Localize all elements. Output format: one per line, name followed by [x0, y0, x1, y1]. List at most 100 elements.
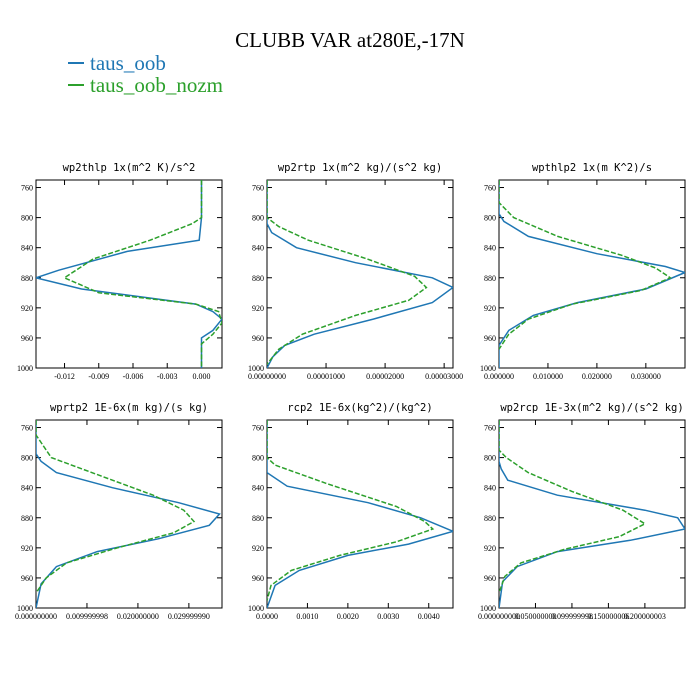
series-line-taus-oob — [36, 420, 221, 608]
series-line-taus-oob-nozm — [36, 420, 196, 594]
y-tick-label: 760 — [252, 184, 264, 193]
x-tick-label: -0.003 — [157, 372, 178, 381]
x-tick-label: 0.020000000 — [117, 612, 159, 621]
y-tick-label: 760 — [21, 184, 33, 193]
y-tick-label: 960 — [252, 334, 264, 343]
plot-frame — [498, 179, 686, 369]
x-tick-label: 0.0020 — [337, 612, 359, 621]
x-tick-label: 0.000000000 — [478, 612, 520, 621]
panel-title: wprtp2 1E-6x(m kg)/(s kg) — [50, 402, 208, 414]
y-tick-label: 960 — [21, 334, 33, 343]
x-tick-label: 0.009999998 — [66, 612, 108, 621]
x-tick-label: 0.010000 — [533, 372, 563, 381]
y-tick-label: 760 — [252, 424, 264, 433]
y-tick-label: 760 — [484, 424, 496, 433]
series-line-taus-oob-nozm — [267, 180, 428, 365]
x-tick-label: 0.150000006 — [587, 612, 629, 621]
x-tick-label: 0.000000 — [484, 372, 514, 381]
y-tick-label: 920 — [484, 304, 496, 313]
y-tick-label: 880 — [21, 274, 33, 283]
chart-panel-2: wp2rtp 1x(m^2 kg)/(s^2 kg) 760 800 840 880 92… — [248, 162, 463, 381]
panel-title: wpthlp2 1x(m K^2)/s — [532, 162, 652, 174]
x-tick-label: 0.029999990 — [168, 612, 210, 621]
panel-title: wp2thlp 1x(m^2 K)/s^2 — [63, 162, 196, 174]
series-line-taus-oob — [267, 420, 453, 608]
chart-title: CLUBB VAR at280E,-17N — [235, 28, 465, 52]
legend-entry-taus-oob: taus_oob — [68, 50, 166, 75]
x-tick-label: 0.200000003 — [624, 612, 666, 621]
series-line-taus-oob-nozm — [499, 420, 647, 594]
y-tick-label: 840 — [21, 484, 33, 493]
x-tick-label: 0.030000 — [631, 372, 661, 381]
legend-label: taus_oob_nozm — [90, 72, 223, 97]
series-line-taus-oob-nozm — [62, 180, 222, 368]
y-tick-label: 880 — [484, 514, 496, 523]
series-line-taus-oob-nozm — [267, 420, 435, 601]
y-tick-label: 1000 — [248, 604, 264, 613]
x-tick-label: 0.0040 — [418, 612, 440, 621]
chart-panel-1: wp2thlp 1x(m^2 K)/s^2 760 800 840 880 920 960 1… — [17, 162, 223, 381]
y-tick-label: 840 — [484, 244, 496, 253]
y-tick-label: 1000 — [480, 364, 496, 373]
y-tick-label: 800 — [484, 214, 496, 223]
chart-panel-4: wprtp2 1E-6x(m kg)/(s kg) 760 800 840 880 920… — [15, 402, 223, 621]
x-tick-label: -0.006 — [123, 372, 144, 381]
x-tick-label: 0.0000 — [256, 612, 278, 621]
y-tick-label: 760 — [484, 184, 496, 193]
series-line-taus-oob — [499, 180, 685, 368]
y-tick-label: 960 — [252, 574, 264, 583]
y-tick-label: 920 — [252, 304, 264, 313]
y-tick-label: 960 — [21, 574, 33, 583]
x-tick-label: 0.000 — [192, 372, 210, 381]
y-tick-label: 840 — [21, 244, 33, 253]
y-tick-label: 800 — [21, 214, 33, 223]
y-tick-label: 920 — [252, 544, 264, 553]
y-tick-label: 1000 — [17, 604, 33, 613]
x-tick-label: 0.00001000 — [307, 372, 345, 381]
panel-title: wp2rcp 1E-3x(m^2 kg)/(s^2 kg) — [500, 402, 683, 414]
plot-frame — [498, 419, 686, 609]
plot-frame — [266, 179, 454, 369]
x-tick-label: 0.020000 — [582, 372, 612, 381]
y-tick-label: 920 — [21, 544, 33, 553]
y-tick-label: 1000 — [480, 604, 496, 613]
y-tick-label: 880 — [252, 274, 264, 283]
plot-frame — [266, 419, 454, 609]
chart-panel-3: wpthlp2 1x(m K^2)/s 760 800 840 880 920 960 100… — [480, 162, 686, 381]
x-tick-label: 0.000000000 — [15, 612, 57, 621]
panel-title: wp2rtp 1x(m^2 kg)/(s^2 kg) — [278, 162, 442, 174]
series-line-taus-oob-nozm — [499, 180, 672, 350]
legend-swatch — [68, 62, 84, 64]
y-tick-label: 800 — [21, 454, 33, 463]
y-tick-label: 920 — [21, 304, 33, 313]
chart-panel-6: wp2rcp 1E-3x(m^2 kg)/(s^2 kg) 760 800 840 88… — [478, 402, 686, 621]
y-tick-label: 880 — [21, 514, 33, 523]
x-tick-label: -0.009 — [88, 372, 109, 381]
y-tick-label: 960 — [484, 574, 496, 583]
series-line-taus-oob — [267, 180, 453, 368]
y-tick-label: 760 — [21, 424, 33, 433]
panel-title: rcp2 1E-6x(kg^2)/(kg^2) — [287, 402, 432, 414]
x-tick-label: 0.0010 — [296, 612, 318, 621]
x-tick-label: 0.00002000 — [366, 372, 404, 381]
x-tick-label: 0.050000000 — [514, 612, 556, 621]
x-tick-label: -0.012 — [54, 372, 75, 381]
series-line-taus-oob — [499, 420, 685, 608]
legend-label: taus_oob — [90, 50, 166, 75]
series-line-taus-oob — [36, 180, 222, 368]
y-tick-label: 800 — [484, 454, 496, 463]
y-tick-label: 1000 — [248, 364, 264, 373]
y-tick-label: 840 — [252, 244, 264, 253]
x-tick-label: 0.00003000 — [425, 372, 463, 381]
x-tick-label: 0.099999998 — [551, 612, 593, 621]
y-tick-label: 880 — [484, 274, 496, 283]
y-tick-label: 840 — [252, 484, 264, 493]
y-tick-label: 880 — [252, 514, 264, 523]
legend-swatch — [68, 84, 84, 86]
chart-panel-5: rcp2 1E-6x(kg^2)/(kg^2) 760 800 840 880 920 96… — [248, 402, 454, 621]
plot-frame — [35, 179, 223, 369]
plot-frame — [35, 419, 223, 609]
y-tick-label: 840 — [484, 484, 496, 493]
